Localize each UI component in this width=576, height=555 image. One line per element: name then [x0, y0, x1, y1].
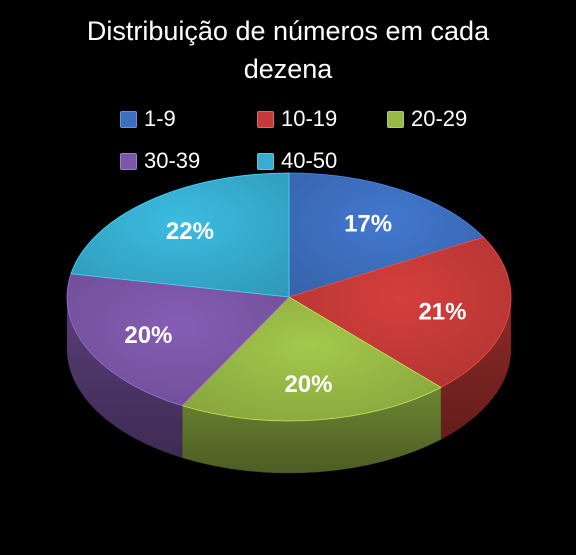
legend-swatch-20-29 [387, 110, 404, 128]
legend-label-1-9: 1-9 [144, 106, 176, 131]
pie-label-40-50: 22% [166, 218, 214, 245]
legend-label-40-50: 40-50 [281, 148, 338, 173]
chart-title-line-2: dezena [243, 54, 333, 84]
legend-swatch-40-50 [257, 152, 274, 170]
legend-label-30-39: 30-39 [144, 148, 201, 173]
legend-swatch-1-9 [120, 110, 137, 128]
legend-swatch-10-19 [257, 110, 274, 128]
pie-slice-1-9 [288, 172, 485, 298]
pie-slice-10-19 [288, 236, 512, 388]
legend-item-10-19: 10-19 [257, 104, 337, 134]
legend-label-10-19: 10-19 [281, 106, 338, 131]
legend-swatch-30-39 [120, 152, 137, 170]
legend-label-20-29: 20-29 [411, 106, 468, 131]
pie-label-20-29: 20% [284, 371, 332, 398]
pie-label-1-9: 17% [344, 210, 392, 237]
legend-item-1-9: 1-9 [120, 104, 176, 134]
pie-slice-20-29 [181, 296, 442, 422]
pie-slice-30-39 [66, 273, 290, 407]
pie-label-30-39: 20% [124, 322, 172, 349]
legend-item-30-39: 30-39 [120, 146, 200, 176]
chart-title-line-1: Distribuição de números em cada [86, 16, 490, 46]
pie-label-10-19: 21% [418, 299, 466, 326]
legend: 1-9 10-19 20-29 30-39 40-50 [120, 104, 520, 184]
pie-slice-40-50 [70, 172, 290, 298]
legend-item-40-50: 40-50 [257, 146, 337, 176]
legend-item-20-29: 20-29 [387, 104, 467, 134]
chart-title: Distribuição de números em cada dezena [0, 12, 576, 88]
